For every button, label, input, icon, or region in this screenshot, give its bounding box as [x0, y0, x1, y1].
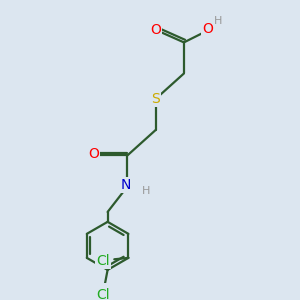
Text: O: O	[150, 23, 161, 37]
Text: H: H	[142, 186, 150, 196]
Text: N: N	[121, 178, 131, 192]
Text: O: O	[202, 22, 213, 36]
Text: O: O	[88, 147, 99, 161]
Text: H: H	[214, 16, 223, 26]
Text: S: S	[151, 92, 160, 106]
Text: Cl: Cl	[96, 254, 110, 268]
Text: Cl: Cl	[97, 288, 110, 300]
